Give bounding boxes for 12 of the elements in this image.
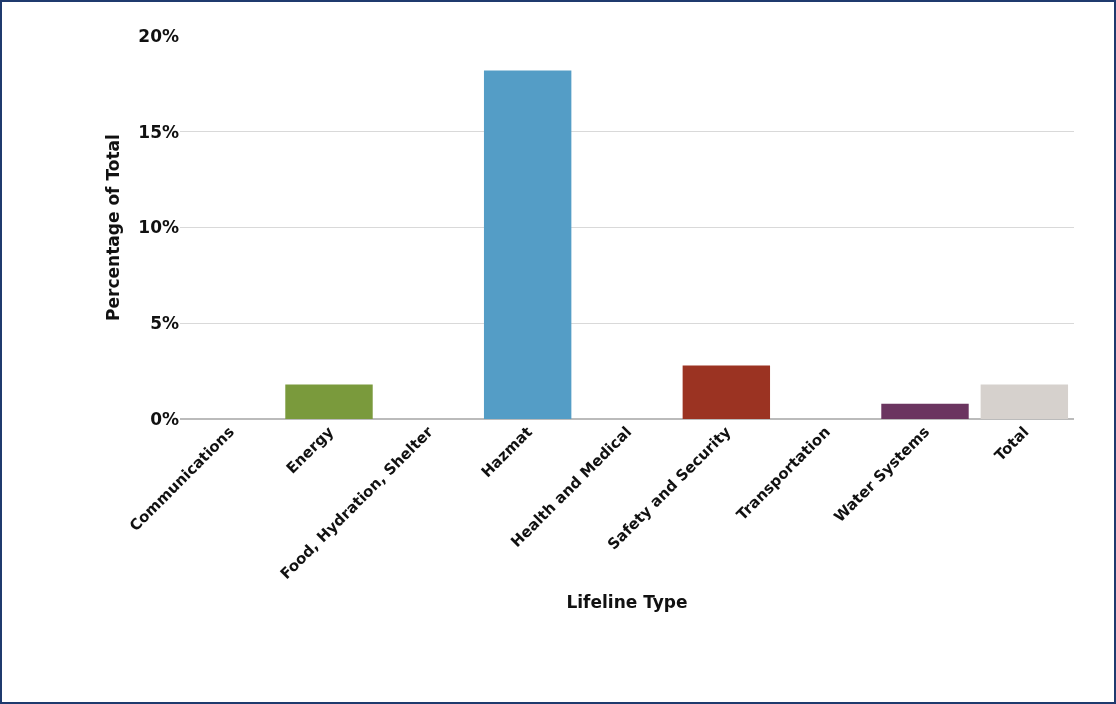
bar xyxy=(285,384,373,419)
y-tick-label: 5% xyxy=(150,313,179,334)
bar xyxy=(980,384,1069,419)
y-tick-label: 15% xyxy=(138,121,179,142)
y-tick-label: 20% xyxy=(138,25,179,46)
x-axis-title: Lifeline Type xyxy=(566,592,688,613)
y-axis-title: Percentage of Total xyxy=(102,134,123,321)
bar xyxy=(881,403,969,419)
bar xyxy=(682,365,771,419)
y-tick-label: 0% xyxy=(150,408,179,429)
bar xyxy=(483,70,572,419)
y-tick-label: 10% xyxy=(138,217,179,238)
